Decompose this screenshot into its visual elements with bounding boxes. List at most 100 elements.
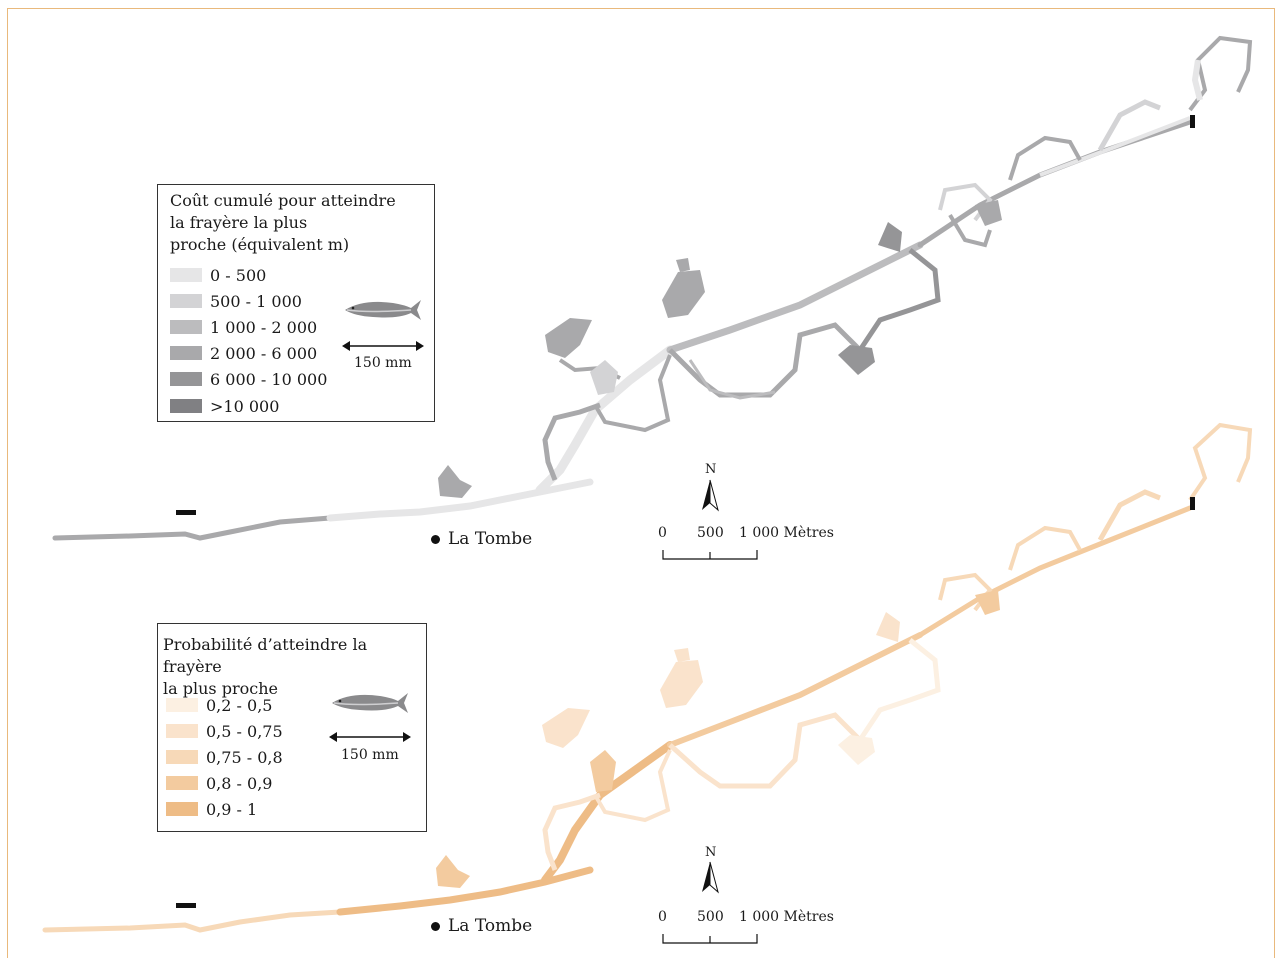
barrier-marker bbox=[176, 903, 196, 908]
spawning-ground bbox=[878, 222, 902, 252]
legend-title: Probabilité d’atteindre la frayère la pl… bbox=[163, 635, 368, 698]
spawning-ground bbox=[676, 258, 690, 272]
river-meander bbox=[1191, 59, 1203, 101]
double-arrow-icon bbox=[342, 341, 424, 351]
river-meander bbox=[1008, 525, 1082, 571]
legend-row: 0,75 - 0,8 bbox=[166, 747, 283, 767]
legend-row: 6 000 - 10 000 bbox=[170, 369, 328, 389]
top-river-network bbox=[52, 35, 1253, 541]
barrier-marker bbox=[1190, 115, 1195, 128]
legend-swatch bbox=[170, 294, 202, 308]
legend-label: 1 000 - 2 000 bbox=[210, 317, 318, 337]
river-meander bbox=[593, 749, 672, 823]
legend-swatch bbox=[170, 399, 202, 413]
river-meander bbox=[542, 402, 601, 481]
scale-label: 1 000 Mètres bbox=[739, 909, 834, 925]
cost-legend: Coût cumulé pour atteindre la frayère la… bbox=[157, 184, 435, 422]
scale-label: 0 bbox=[658, 909, 667, 925]
fish-size-label: 150 mm bbox=[354, 355, 412, 371]
spawning-ground bbox=[438, 465, 472, 498]
legend-row: 2 000 - 6 000 bbox=[170, 343, 318, 363]
legend-row: 0 - 500 bbox=[170, 265, 267, 285]
scale-label: 500 bbox=[697, 909, 724, 925]
legend-row: 1 000 - 2 000 bbox=[170, 317, 318, 337]
legend-label: 0 - 500 bbox=[210, 265, 267, 285]
legend-swatch bbox=[166, 698, 198, 712]
legend-swatch bbox=[170, 320, 202, 334]
legend-swatch bbox=[166, 724, 198, 738]
double-arrow-icon bbox=[329, 732, 411, 742]
river-meander bbox=[688, 359, 776, 400]
river-segment bbox=[42, 909, 343, 933]
spawning-ground bbox=[590, 360, 618, 395]
spawning-ground bbox=[545, 318, 592, 358]
spawning-ground bbox=[542, 708, 590, 748]
spawning-ground bbox=[590, 750, 616, 792]
barrier-marker bbox=[176, 510, 196, 515]
fish-icon bbox=[345, 300, 421, 320]
river-meander bbox=[542, 792, 601, 871]
north-arrow-icon bbox=[702, 479, 719, 512]
river-meander bbox=[1008, 135, 1082, 181]
river-meander bbox=[1188, 422, 1253, 502]
place-la-tombe: La Tombe bbox=[431, 529, 532, 549]
river-segment bbox=[666, 241, 924, 354]
spawning-ground bbox=[975, 590, 1000, 615]
legend-label: 0,8 - 0,9 bbox=[206, 773, 273, 793]
spawning-ground bbox=[838, 345, 875, 375]
legend-row: 500 - 1 000 bbox=[170, 291, 302, 311]
river-segment bbox=[336, 866, 594, 916]
legend-row: 0,9 - 1 bbox=[166, 799, 258, 819]
scale-label: 500 bbox=[697, 525, 724, 541]
legend-swatch bbox=[170, 346, 202, 360]
north-arrow-icon bbox=[702, 861, 719, 894]
fish-icon bbox=[332, 693, 408, 713]
river-meander bbox=[1097, 99, 1161, 152]
legend-swatch bbox=[170, 268, 202, 282]
legend-swatch bbox=[166, 802, 198, 816]
legend-label: 0,5 - 0,75 bbox=[206, 721, 283, 741]
legend-label: 0,75 - 0,8 bbox=[206, 747, 283, 767]
spawning-ground bbox=[876, 612, 900, 642]
place-dot bbox=[431, 534, 440, 544]
place-label: La Tombe bbox=[448, 916, 533, 936]
river-meander bbox=[668, 712, 862, 789]
probability-legend: Probabilité d’atteindre la frayère la pl… bbox=[157, 623, 427, 832]
legend-title: Coût cumulé pour atteindre la frayère la… bbox=[170, 191, 396, 254]
scale-bar bbox=[662, 934, 758, 944]
place-label: La Tombe bbox=[448, 529, 533, 549]
scale-bar bbox=[662, 550, 758, 560]
legend-row: >10 000 bbox=[170, 396, 280, 416]
legend-swatch bbox=[166, 750, 198, 764]
spawning-ground bbox=[436, 855, 470, 888]
legend-label: 0,2 - 0,5 bbox=[206, 695, 273, 715]
legend-row: 0,2 - 0,5 bbox=[166, 695, 273, 715]
place-la-tombe: La Tombe bbox=[431, 916, 532, 936]
place-dot bbox=[431, 921, 440, 931]
legend-row: 0,8 - 0,9 bbox=[166, 773, 273, 793]
north-label: N bbox=[705, 462, 717, 477]
river-meander bbox=[1188, 35, 1253, 112]
legend-label: >10 000 bbox=[210, 396, 280, 416]
bottom-river-network bbox=[42, 422, 1253, 933]
legend-label: 500 - 1 000 bbox=[210, 291, 302, 311]
legend-label: 6 000 - 10 000 bbox=[210, 369, 328, 389]
river-segment bbox=[1039, 116, 1191, 177]
river-segment bbox=[917, 505, 1193, 638]
river-meander bbox=[1097, 489, 1161, 542]
legend-label: 0,9 - 1 bbox=[206, 799, 258, 819]
legend-swatch bbox=[170, 372, 202, 386]
north-label: N bbox=[705, 845, 717, 860]
river-meander bbox=[593, 354, 672, 433]
map-frame bbox=[7, 8, 1275, 958]
legend-swatch bbox=[166, 776, 198, 790]
legend-label: 2 000 - 6 000 bbox=[210, 343, 318, 363]
river-segment bbox=[535, 345, 675, 495]
river-segment bbox=[667, 632, 923, 748]
river-meander bbox=[948, 213, 992, 248]
spawning-ground bbox=[674, 648, 690, 662]
spawning-ground bbox=[838, 735, 875, 765]
legend-row: 0,5 - 0,75 bbox=[166, 721, 283, 741]
spawning-ground bbox=[660, 660, 703, 708]
